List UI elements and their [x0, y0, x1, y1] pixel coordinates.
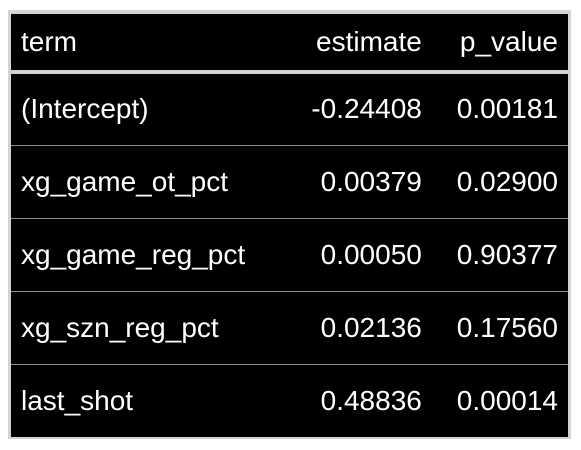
cell-estimate: 0.48836 [320, 384, 422, 416]
cell-p-value: 0.02900 [456, 165, 558, 197]
cell-estimate: -0.24408 [311, 93, 422, 125]
table-row: xg_game_reg_pct 0.00050 0.90377 [11, 218, 568, 291]
table-row: xg_game_ot_pct 0.00379 0.02900 [11, 145, 568, 218]
cell-term: xg_game_ot_pct [21, 165, 229, 197]
cell-term: last_shot [21, 384, 134, 416]
cell-estimate: 0.02136 [320, 311, 422, 343]
cell-p-value: 0.17560 [456, 311, 558, 343]
cell-term: (Intercept) [21, 93, 149, 125]
table-header: term estimate p_value [11, 14, 568, 72]
cell-p-value: 0.00181 [456, 93, 558, 125]
cell-estimate: 0.00379 [320, 165, 422, 197]
header-term: term [21, 26, 77, 57]
cell-estimate: 0.00050 [320, 238, 422, 270]
table-row: xg_szn_reg_pct 0.02136 0.17560 [11, 291, 568, 364]
header-p-value: p_value [459, 26, 558, 57]
table-body: (Intercept) -0.24408 0.00181 xg_game_ot_… [11, 72, 568, 437]
cell-p-value: 0.90377 [456, 238, 558, 270]
cell-p-value: 0.00014 [456, 384, 558, 416]
table-row: (Intercept) -0.24408 0.00181 [11, 72, 568, 145]
header-estimate: estimate [316, 26, 422, 57]
cell-term: xg_game_reg_pct [21, 238, 246, 270]
header-row: term estimate p_value [11, 14, 568, 72]
table-row: last_shot 0.48836 0.00014 [11, 364, 568, 437]
cell-term: xg_szn_reg_pct [21, 311, 219, 343]
regression-results-table: term estimate p_value (Intercept) -0.244… [11, 14, 568, 437]
